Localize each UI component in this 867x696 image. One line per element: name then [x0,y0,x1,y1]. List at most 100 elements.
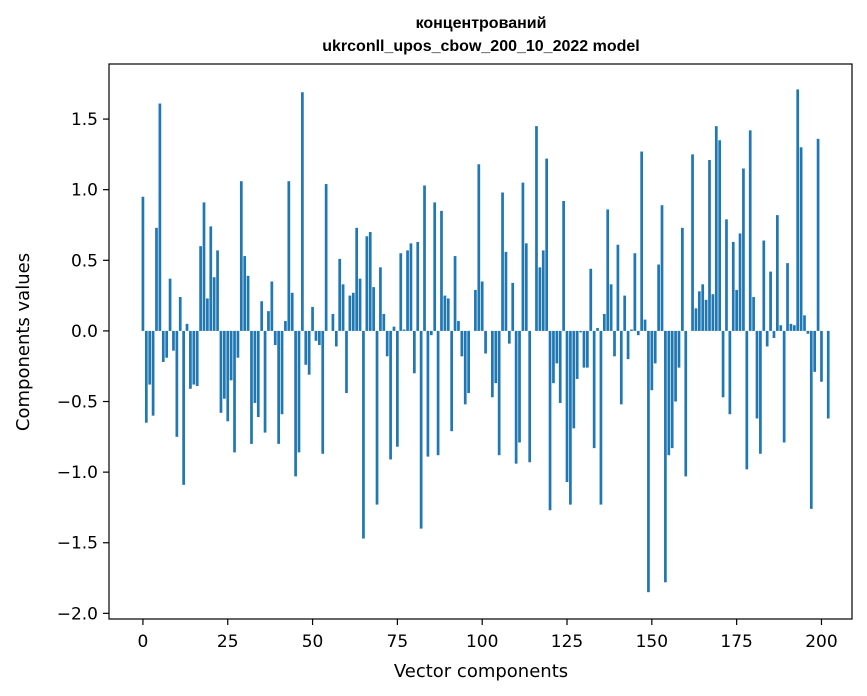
bar-194 [799,147,803,331]
bar-131 [586,330,589,368]
bar-27 [233,330,236,453]
y-axis-label: Components values [13,253,34,431]
bar-95 [463,330,467,405]
bar-96 [467,330,470,394]
x-axis-ticks: 0 25 50 75 100 125 150 175 200 [138,619,838,652]
bars-group [141,89,830,593]
x-tick-label: 25 [217,632,239,652]
bar-62 [351,292,355,331]
bar-33 [253,330,257,403]
bar-48 [304,330,308,365]
y-tick-label: −0.5 [57,393,98,413]
bar-40 [277,330,280,444]
bar-32 [250,330,253,444]
bar-47 [301,92,304,331]
bar-146 [636,330,640,336]
bar-103 [491,330,494,398]
bar-170 [718,140,722,331]
bar-1 [144,330,148,423]
y-tick-label: 0.0 [71,322,98,342]
bar-189 [782,330,786,443]
y-tick-label: 0.5 [71,251,98,271]
bar-44 [290,292,294,331]
bar-0 [141,196,145,331]
bar-11 [178,297,182,331]
bar-143 [626,330,630,360]
bar-91 [450,330,454,432]
bar-69 [375,330,379,505]
bar-157 [674,330,677,402]
x-tick-label: 50 [302,632,324,652]
bar-145 [633,253,637,331]
bar-51 [314,330,318,341]
bar-144 [630,329,633,331]
bar-125 [565,330,569,483]
bar-2 [148,330,152,385]
bar-82 [419,330,423,529]
bar-140 [616,244,620,331]
bar-84 [426,330,430,457]
bar-7 [165,330,169,358]
bar-66 [365,236,369,331]
bar-129 [579,330,582,333]
bar-22 [216,250,219,331]
bar-8 [168,278,172,331]
bar-15 [192,330,196,385]
bar-90 [446,298,450,331]
bar-179 [748,130,752,331]
bar-49 [307,330,311,375]
bar-37 [267,311,270,331]
bar-141 [619,330,623,405]
bar-151 [653,330,657,364]
bar-130 [582,330,586,368]
bar-64 [358,278,362,331]
bar-101 [484,330,487,354]
x-tick-label: 0 [138,632,149,652]
bar-187 [776,215,779,331]
bar-152 [657,264,660,331]
bar-30 [243,256,247,331]
bar-136 [602,313,606,331]
bar-199 [816,138,820,331]
bar-107 [504,251,508,331]
bar-135 [599,330,603,505]
bar-190 [786,263,789,331]
bar-197 [809,330,813,509]
bar-75 [396,330,399,447]
bar-81 [416,241,420,331]
bar-20 [209,226,213,331]
bar-87 [436,330,440,456]
bar-172 [725,219,728,331]
x-tick-label: 175 [720,632,752,652]
bar-13 [185,323,189,331]
bar-18 [202,202,206,331]
bar-12 [182,330,185,485]
y-tick-label: −1.0 [57,463,98,483]
y-tick-label: −2.0 [57,604,98,624]
bar-65 [362,330,365,539]
bar-9 [172,330,175,351]
bar-153 [660,205,664,331]
bar-104 [494,330,498,384]
bar-86 [433,202,437,331]
bar-177 [742,168,745,331]
bar-93 [457,321,460,331]
x-tick-label: 125 [551,632,583,652]
bar-46 [297,330,301,453]
bar-159 [681,227,684,331]
x-axis-label: Vector components [394,661,568,682]
bar-63 [355,227,359,331]
y-tick-label: 1.5 [71,110,98,130]
x-tick-label: 100 [466,632,498,652]
bar-150 [650,330,654,391]
bar-17 [199,246,202,331]
bar-89 [443,295,447,331]
bar-5 [158,103,162,331]
x-tick-label: 75 [387,632,409,652]
bar-156 [670,330,674,449]
bar-119 [545,158,549,331]
bar-173 [728,330,732,415]
bar-50 [311,306,314,331]
